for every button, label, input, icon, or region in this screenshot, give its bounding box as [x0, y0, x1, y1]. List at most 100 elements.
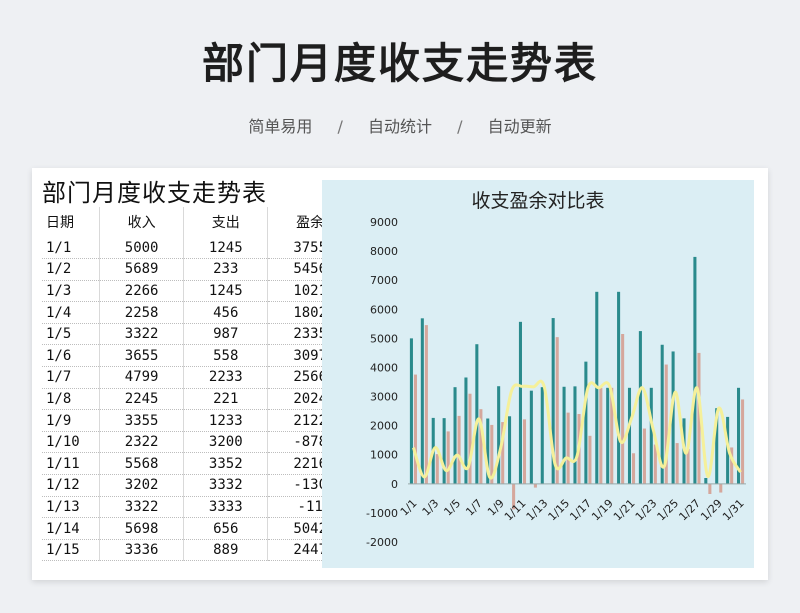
tag-easy: 简单易用	[248, 117, 313, 136]
surplus-bar	[599, 387, 603, 484]
surplus-bar	[468, 393, 472, 484]
surplus-bar	[708, 483, 712, 494]
chart-title: 收支盈余对比表	[471, 190, 605, 212]
surplus-bar	[675, 443, 679, 484]
income-bar	[409, 338, 413, 484]
cell-expense: 3352	[183, 452, 269, 476]
x-tick-label: 1/31	[720, 497, 747, 524]
cell-expense: 2233	[183, 366, 269, 389]
surplus-bar	[490, 424, 494, 484]
surplus-bar	[741, 399, 745, 484]
surplus-bar	[446, 431, 450, 484]
surplus-bar	[457, 415, 461, 484]
feature-tags: 简单易用 / 自动统计 / 自动更新	[0, 113, 800, 137]
cell-date: 1/11	[42, 452, 101, 476]
cell-income: 2258	[99, 301, 185, 324]
surplus-bar	[501, 422, 505, 484]
table-row: 1/9 3355 1233 2122	[42, 409, 352, 432]
cell-date: 1/12	[42, 474, 101, 497]
x-tick-label: 1/3	[420, 497, 442, 519]
tag-separator: /	[337, 117, 343, 136]
y-tick-label: 9000	[370, 216, 398, 229]
cell-expense: 3332	[183, 474, 269, 497]
income-bar	[573, 386, 577, 484]
table-row: 1/14 5698 656 5042	[42, 517, 352, 540]
x-tick-label: 1/5	[441, 497, 463, 519]
surplus-bar	[653, 444, 657, 484]
income-bar	[529, 390, 533, 484]
income-bar	[442, 418, 446, 484]
col-header-surplus: 盈余	[296, 215, 325, 231]
table-row: 1/4 2258 456 1802	[42, 301, 352, 324]
surplus-bar	[610, 387, 614, 484]
x-tick-label: 1/15	[546, 497, 573, 524]
spreadsheet-preview: 部门月度收支走势表 日期 收入 支出 盈余 1/1 5000 1245 3755 1/2…	[32, 168, 768, 580]
table-row: 1/8 2245 221 2024	[42, 388, 352, 411]
income-bar	[627, 387, 632, 484]
y-tick-label: 2000	[370, 420, 398, 433]
cell-income: 5000	[99, 237, 185, 260]
x-tick-label: 1/27	[676, 497, 703, 524]
x-tick-label: 1/23	[633, 497, 660, 524]
income-bar	[551, 318, 555, 484]
income-bar	[497, 386, 501, 484]
cell-date: 1/8	[42, 388, 101, 411]
chart-canvas: -2000 -1000 0 1000 2000 3000 4000 5000 6000 7000 8…	[366, 216, 747, 549]
surplus-bar	[730, 447, 734, 484]
cell-date: 1/6	[42, 344, 101, 368]
cell-income: 4799	[99, 366, 185, 389]
data-table-block: 部门月度收支走势表 日期 收入 支出 盈余 1/1 5000 1245 3755 1/2…	[42, 180, 352, 562]
surplus-bar	[522, 419, 527, 484]
cell-income: 5689	[99, 258, 185, 281]
expense-line	[412, 379, 742, 480]
cell-date: 1/13	[42, 496, 101, 519]
surplus-bar	[479, 409, 483, 484]
cell-date: 1/1	[42, 237, 101, 260]
income-bar	[486, 418, 490, 484]
x-tick-label: 1/11	[502, 497, 529, 524]
cell-date: 1/7	[42, 366, 101, 389]
x-tick-label: 1/19	[589, 497, 616, 524]
income-bar	[518, 321, 522, 484]
cell-date: 1/10	[42, 431, 101, 454]
cell-income: 2322	[99, 431, 185, 454]
y-tick-label: 6000	[370, 303, 398, 316]
income-bar	[420, 318, 424, 484]
cell-expense: 1245	[183, 237, 269, 260]
cell-expense: 558	[183, 344, 269, 368]
col-header-date: 日期	[42, 207, 101, 237]
cell-date: 1/15	[42, 539, 101, 562]
cell-date: 1/3	[42, 280, 101, 303]
table-row: 1/10 2322 3200 -878	[42, 431, 352, 454]
surplus-bar	[588, 435, 592, 484]
table-row: 1/5 3322 987 2335	[42, 323, 352, 346]
cell-expense: 656	[183, 517, 269, 540]
surplus-bar	[621, 334, 625, 484]
surplus-bar	[533, 483, 537, 488]
cell-date: 1/4	[42, 301, 101, 324]
surplus-bar	[512, 483, 516, 510]
cell-income: 2266	[99, 280, 185, 303]
x-tick-label: 1/13	[524, 497, 551, 524]
surplus-bar	[719, 483, 723, 493]
income-bar	[671, 351, 675, 484]
surplus-bar	[435, 454, 439, 484]
page-title: 部门月度收支走势表	[201, 39, 598, 88]
cell-income: 3322	[99, 496, 185, 519]
y-tick-label: -2000	[366, 536, 398, 549]
income-bar	[715, 408, 719, 484]
table-row: 1/6 3655 558 3097	[42, 344, 352, 368]
comparison-chart: 收支盈余对比表 -2000 -1000 0 1000 2000 3000 4000 5000 6…	[322, 180, 754, 568]
cell-expense: 3333	[183, 496, 269, 519]
x-tick-label: 1/1	[398, 497, 420, 519]
cell-income: 2245	[99, 388, 185, 411]
x-tick-label: 1/29	[698, 497, 725, 524]
surplus-bar	[424, 325, 428, 484]
table-row: 1/3 2266 1245 1021	[42, 280, 352, 303]
y-tick-label: 5000	[370, 332, 398, 345]
cell-expense: 233	[183, 258, 269, 281]
table-row: 1/13 3322 3333 -11	[42, 496, 352, 519]
income-bar	[704, 478, 708, 484]
x-tick-label: 1/21	[611, 497, 638, 524]
income-bar	[649, 387, 653, 484]
